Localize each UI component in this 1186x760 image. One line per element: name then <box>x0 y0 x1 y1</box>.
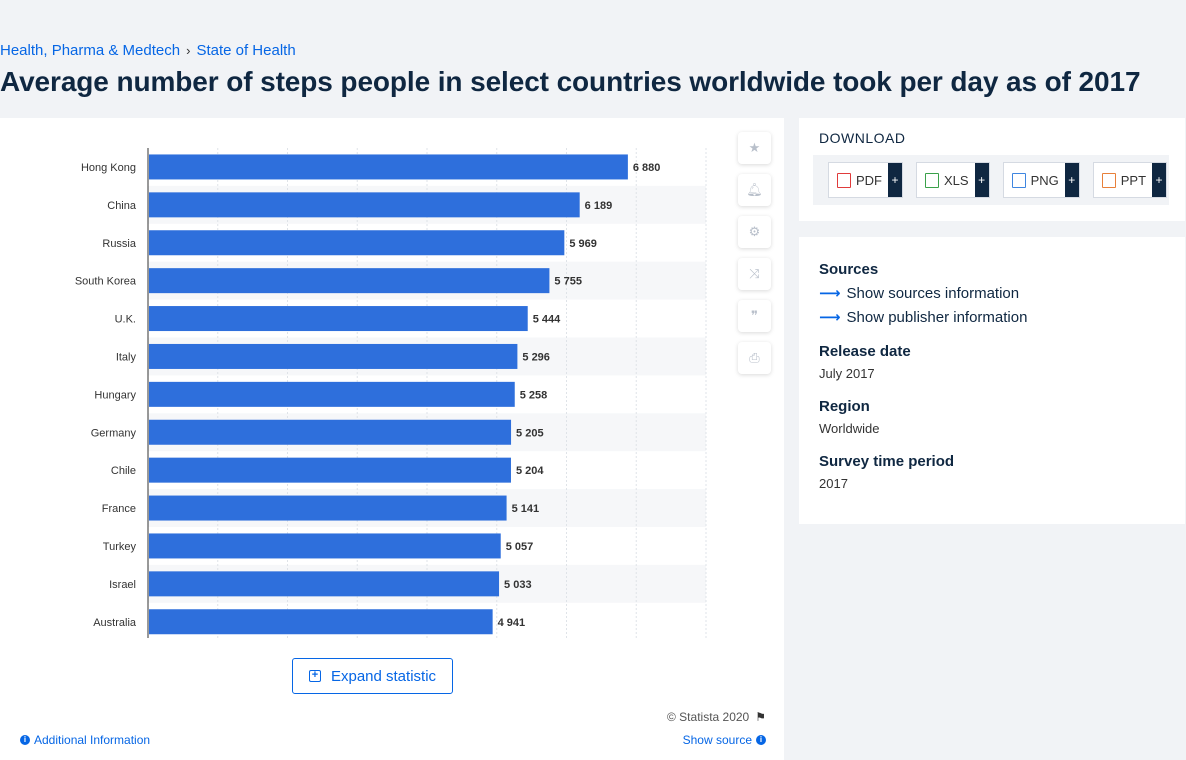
info-icon: i <box>756 735 766 745</box>
value-label: 5 755 <box>554 276 582 288</box>
statistic-info-panel: Sources ⟶ Show sources information ⟶ Sho… <box>799 237 1185 524</box>
share-icon[interactable]: ⤨ <box>738 258 771 290</box>
bar-hong-kong <box>149 154 628 180</box>
category-label: Germany <box>91 427 137 439</box>
bar-chile <box>149 457 511 483</box>
expand-statistic-button[interactable]: + Expand statistic <box>292 658 453 694</box>
value-label: 4 941 <box>498 617 526 629</box>
category-label: Israel <box>109 579 136 591</box>
category-label: Hungary <box>94 389 136 401</box>
value-label: 5 141 <box>512 503 540 515</box>
print-icon[interactable]: ⎙ <box>738 342 771 374</box>
ppt-file-icon <box>1101 172 1116 188</box>
value-label: 6 880 <box>633 162 661 174</box>
category-label: U.K. <box>115 314 136 326</box>
region-heading: Region <box>819 398 870 415</box>
show-publisher-label: Show publisher information <box>846 308 1028 326</box>
breadcrumb-item-health[interactable]: Health, Pharma & Medtech <box>0 42 181 59</box>
category-label: China <box>107 200 137 212</box>
download-panel: DOWNLOAD PDF + XLS + PNG + PPT + <box>799 118 1185 221</box>
plus-icon: + <box>1152 163 1167 197</box>
bar-france <box>149 495 507 521</box>
download-png-button[interactable]: PNG + <box>1002 162 1080 198</box>
bar-u-k- <box>149 306 528 332</box>
additional-information-label: Additional Information <box>34 733 151 747</box>
value-label: 5 205 <box>516 427 544 439</box>
arrow-right-icon: ⟶ <box>819 285 841 302</box>
download-xls-label: XLS <box>944 172 969 188</box>
bar-australia <box>149 609 493 635</box>
category-label: Hong Kong <box>81 162 136 174</box>
bar-china <box>149 192 580 218</box>
expand-plus-icon: + <box>308 670 321 682</box>
bar-germany <box>149 419 512 445</box>
show-source-link[interactable]: Show source i <box>683 733 766 747</box>
category-label: France <box>102 503 136 515</box>
bar-hungary <box>149 381 515 407</box>
copyright: © Statista 2020 ⚑ <box>667 710 766 724</box>
category-label: South Korea <box>75 276 137 288</box>
breadcrumb-item-state-of-health[interactable]: State of Health <box>196 42 296 59</box>
value-label: 6 189 <box>585 200 613 212</box>
show-publisher-link[interactable]: ⟶ Show publisher information <box>819 308 1028 327</box>
plus-icon: + <box>974 163 989 197</box>
category-label: Russia <box>102 238 137 250</box>
category-label: Australia <box>93 617 137 629</box>
value-label: 5 296 <box>522 351 550 363</box>
value-label: 5 033 <box>504 579 532 591</box>
page-title: Average number of steps people in select… <box>0 66 1141 97</box>
info-icon: i <box>20 735 30 745</box>
value-label: 5 204 <box>516 465 544 477</box>
show-source-label: Show source <box>682 733 752 747</box>
download-buttons: PDF + XLS + PNG + PPT + <box>813 155 1169 205</box>
sources-heading: Sources <box>819 261 879 278</box>
favorite-icon[interactable]: ★ <box>738 132 771 164</box>
bar-turkey <box>149 533 501 559</box>
bar-italy <box>149 343 518 369</box>
download-ppt-label: PPT <box>1120 172 1147 188</box>
chart-toolbar: ★ 🔔︎ ⚙ ⤨ ❞ ⎙ <box>738 132 771 374</box>
value-label: 5 969 <box>569 238 597 250</box>
download-pdf-button[interactable]: PDF + <box>828 162 903 198</box>
category-label: Italy <box>116 351 137 363</box>
settings-gear-icon[interactable]: ⚙ <box>738 216 771 248</box>
show-sources-label: Show sources information <box>846 284 1020 302</box>
additional-information-link[interactable]: i Additional Information <box>20 733 150 747</box>
survey-period-heading: Survey time period <box>819 453 955 470</box>
show-sources-link[interactable]: ⟶ Show sources information <box>819 284 1020 303</box>
release-date-heading: Release date <box>819 343 911 360</box>
notification-bell-icon[interactable]: 🔔︎ <box>738 174 771 206</box>
download-pdf-label: PDF <box>856 172 882 188</box>
copyright-text: © Statista 2020 <box>667 710 750 724</box>
value-label: 5 258 <box>520 389 548 401</box>
expand-statistic-label: Expand statistic <box>330 667 437 685</box>
bar-south-korea <box>149 268 550 294</box>
category-label: Turkey <box>103 541 137 553</box>
breadcrumb: Health, Pharma & Medtech › State of Heal… <box>0 42 296 59</box>
download-png-label: PNG <box>1030 172 1059 188</box>
release-date-value: July 2017 <box>819 366 875 381</box>
plus-icon: + <box>888 163 902 197</box>
png-file-icon <box>1011 172 1026 188</box>
chart-card: Hong Kong 6 880 China 6 189 Russia 5 969 South… <box>0 118 784 760</box>
breadcrumb-separator: › <box>186 43 191 58</box>
arrow-right-icon: ⟶ <box>819 309 841 326</box>
chart-fade-overlay <box>60 713 720 757</box>
bar-russia <box>149 230 565 256</box>
value-label: 5 057 <box>506 541 534 553</box>
bar-chart: Hong Kong 6 880 China 6 189 Russia 5 969 South… <box>75 148 707 638</box>
survey-period-value: 2017 <box>819 476 848 491</box>
bar-israel <box>149 571 500 597</box>
download-title: DOWNLOAD <box>819 130 906 146</box>
flag-icon[interactable]: ⚑ <box>755 710 766 724</box>
value-label: 5 444 <box>533 314 561 326</box>
download-ppt-button[interactable]: PPT + <box>1092 162 1168 198</box>
region-value: Worldwide <box>819 421 880 436</box>
xls-file-icon <box>925 172 939 188</box>
plus-icon: + <box>1064 163 1079 197</box>
download-xls-button[interactable]: XLS + <box>916 162 990 198</box>
cite-quote-icon[interactable]: ❞ <box>738 300 771 332</box>
category-label: Chile <box>111 465 136 477</box>
pdf-file-icon <box>837 172 851 188</box>
